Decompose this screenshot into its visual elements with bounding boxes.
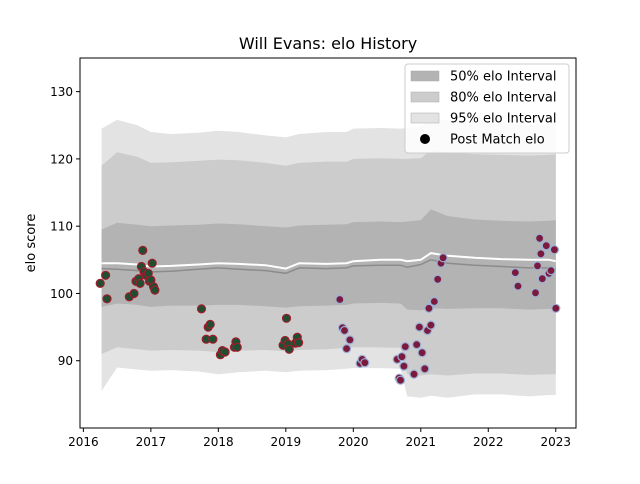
legend-marker [420, 134, 430, 144]
y-axis-label: elo score [24, 214, 39, 273]
elo-point [532, 261, 543, 271]
elo-point [147, 258, 157, 268]
y-tick-label: 110 [50, 220, 73, 234]
elo-point [399, 361, 409, 371]
x-tick-label: 2016 [68, 435, 99, 449]
elo-point [220, 347, 230, 357]
elo-point [205, 319, 215, 329]
elo-point [510, 268, 520, 278]
elo-point [102, 294, 112, 304]
chart-title: Will Evans: elo History [239, 34, 417, 53]
median-elo-line [101, 259, 556, 275]
elo-point [417, 348, 427, 358]
elo-point [513, 281, 523, 291]
elo-point [541, 241, 551, 251]
y-tick-label: 90 [58, 354, 73, 368]
x-tick-label: 2017 [136, 435, 167, 449]
elo-point [420, 364, 430, 374]
elo-point [551, 303, 561, 313]
elo-point [400, 342, 410, 352]
elo-point [536, 249, 546, 259]
elo-point [433, 274, 443, 284]
elo-point [281, 313, 292, 323]
mean-elo-line [101, 252, 557, 270]
elo-point [414, 322, 424, 332]
elo-point [129, 288, 139, 299]
elo-point [232, 342, 242, 352]
elo-point [150, 285, 160, 295]
elo-point [534, 233, 545, 243]
elo-point [412, 340, 422, 350]
elo-point [196, 304, 207, 314]
elo-point [284, 344, 294, 354]
y-tick-label: 130 [50, 85, 73, 99]
elo-point [138, 245, 148, 255]
elo-point [424, 303, 434, 313]
x-tick-label: 2023 [540, 435, 571, 449]
elo-point [397, 352, 407, 362]
elo-point [429, 296, 439, 307]
legend: 50% elo Interval 80% elo Interval 95% elo … [404, 63, 570, 154]
elo-point [537, 274, 547, 284]
elo-point [426, 320, 436, 330]
legend-label: 95% elo Interval [450, 112, 557, 127]
x-tick-label: 2020 [338, 435, 369, 449]
elo-point [438, 253, 448, 263]
elo-point [339, 325, 350, 336]
axes: 2016 2017 2018 2019 2020 2021 2022 2023 90 100 110… [50, 85, 571, 449]
elo-point [100, 270, 111, 280]
elo-point [342, 344, 352, 354]
elo-point [409, 369, 419, 379]
elo-point [95, 278, 105, 288]
plot-frame [79, 57, 577, 429]
y-tick-label: 120 [50, 152, 73, 166]
plot-area [95, 118, 561, 398]
legend-swatch [410, 91, 440, 103]
elo-point [335, 294, 345, 305]
legend-swatch [410, 112, 440, 124]
legend-swatch [410, 70, 440, 82]
elo-point [135, 278, 145, 288]
elo-point [345, 335, 355, 345]
elo-point [294, 338, 304, 348]
legend-box [404, 63, 570, 154]
elo-point [208, 334, 218, 344]
plot-content [95, 118, 561, 398]
x-tick-label: 2019 [271, 435, 302, 449]
x-tick-label: 2021 [406, 435, 437, 449]
elo-point [530, 288, 541, 298]
x-tick-label: 2022 [473, 435, 504, 449]
y-tick-label: 100 [50, 287, 73, 301]
legend-label: 50% elo Interval [450, 70, 557, 85]
elo-point [546, 266, 556, 276]
elo-point [549, 245, 560, 255]
legend-label: 80% elo Interval [450, 91, 557, 106]
x-tick-label: 2018 [203, 435, 234, 449]
band-50-interval [101, 209, 556, 311]
elo-point [395, 375, 406, 385]
elo-point [360, 358, 370, 368]
legend-label: Post Match elo [450, 133, 545, 148]
